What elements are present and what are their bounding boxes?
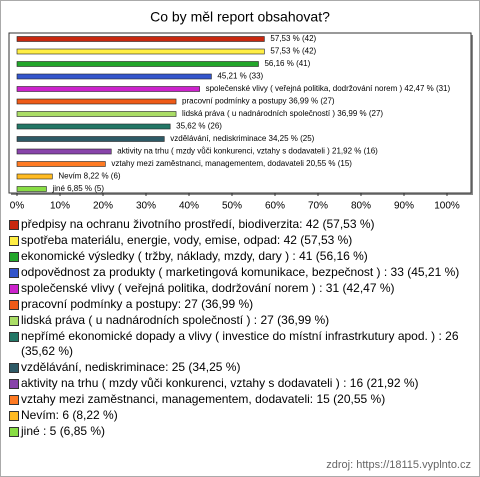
x-tick-label: 0% <box>10 201 25 212</box>
legend-item: odpovědnost za produkty ( marketingová k… <box>9 265 471 280</box>
source: zdroj: https://18115.vyplnto.cz <box>326 459 471 471</box>
legend-swatch <box>9 316 19 326</box>
legend-label: vzdělávání, nediskriminace: 25 (34,25 %) <box>21 360 241 374</box>
legend-item: společenské vlivy ( veřejná politika, do… <box>9 281 471 296</box>
legend-swatch <box>9 411 19 421</box>
legend-swatch <box>9 220 19 230</box>
legend-swatch <box>9 268 19 278</box>
x-tick-label: 20% <box>93 201 113 212</box>
legend-swatch <box>9 284 19 294</box>
value-label: vztahy mezi zaměstnanci, managementem, d… <box>111 159 352 168</box>
bar <box>16 98 177 105</box>
value-label: 57,53 % (42) <box>270 34 316 43</box>
chart-title: Co by měl report obsahovat? <box>150 9 330 25</box>
legend-label: nepřímé ekonomické dopady a vlivy ( inve… <box>21 329 459 358</box>
legend-label: aktivity na trhu ( mzdy vůči konkurenci,… <box>21 376 419 390</box>
legend-swatch <box>9 236 19 246</box>
legend-label: lidská práva ( u nadnárodních společnost… <box>21 313 330 327</box>
legend-item: pracovní podmínky a postupy: 27 (36,99 %… <box>9 297 471 312</box>
value-label: vzdělávání, nediskriminace 34,25 % (25) <box>170 134 314 143</box>
value-label: 57,53 % (42) <box>270 47 316 56</box>
bar <box>16 136 165 142</box>
x-tick-label: 10% <box>50 201 70 212</box>
bar <box>16 61 259 67</box>
legend-swatch <box>9 300 19 310</box>
legend-label: vztahy mezi zaměstnanci, managementem, d… <box>21 392 386 406</box>
x-tick-label: 30% <box>136 201 156 212</box>
legend: předpisy na ochranu životního prostředí,… <box>9 217 471 440</box>
x-tick-label: 40% <box>179 201 199 212</box>
legend-label: společenské vlivy ( veřejná politika, do… <box>21 281 395 295</box>
legend-item: vzdělávání, nediskriminace: 25 (34,25 %) <box>9 360 471 375</box>
legend-swatch <box>9 363 19 373</box>
bar <box>16 111 177 117</box>
legend-label: Nevím: 6 (8,22 %) <box>21 408 118 422</box>
legend-swatch <box>9 395 19 405</box>
legend-label: odpovědnost za produkty ( marketingová k… <box>21 265 460 279</box>
legend-swatch <box>9 252 19 262</box>
bar <box>16 86 200 92</box>
legend-item: jiné : 5 (6,85 %) <box>9 424 471 439</box>
legend-label: jiné : 5 (6,85 %) <box>21 424 106 438</box>
x-tick-label: 100% <box>434 201 460 212</box>
legend-swatch <box>9 332 19 342</box>
value-label: 56,16 % (41) <box>264 59 310 68</box>
legend-swatch <box>9 379 19 389</box>
value-label: 45,21 % (33) <box>217 72 263 81</box>
x-tick-label: 80% <box>351 201 371 212</box>
value-label: pracovní podmínky a postupy 36,99 % (27) <box>182 97 335 106</box>
legend-swatch <box>9 427 19 437</box>
legend-item: Nevím: 6 (8,22 %) <box>9 408 471 423</box>
value-label: jiné 6,85 % (5) <box>51 184 104 193</box>
legend-label: pracovní podmínky a postupy: 27 (36,99 %… <box>21 297 254 311</box>
legend-label: ekonomické výsledky ( tržby, náklady, mz… <box>21 249 368 263</box>
legend-item: předpisy na ochranu životního prostředí,… <box>9 217 471 232</box>
x-tick-label: 50% <box>222 201 242 212</box>
legend-item: spotřeba materiálu, energie, vody, emise… <box>9 233 471 248</box>
bar <box>16 73 212 80</box>
legend-item: ekonomické výsledky ( tržby, náklady, mz… <box>9 249 471 264</box>
bar <box>16 161 106 167</box>
bar <box>16 186 47 192</box>
bar <box>16 123 171 130</box>
bar <box>16 48 265 55</box>
value-label: Nevím 8,22 % (6) <box>58 172 121 181</box>
legend-item: nepřímé ekonomické dopady a vlivy ( inve… <box>9 329 471 359</box>
legend-label: spotřeba materiálu, energie, vody, emise… <box>21 233 353 247</box>
x-tick-label: 90% <box>394 201 414 212</box>
bar <box>16 148 112 155</box>
legend-item: lidská práva ( u nadnárodních společnost… <box>9 313 471 328</box>
bar <box>16 36 265 42</box>
bar <box>16 173 53 180</box>
x-tick-label: 70% <box>308 201 328 212</box>
value-label: lidská práva ( u nadnárodních společnost… <box>182 109 383 118</box>
value-label: aktivity na trhu ( mzdy vůči konkurenci,… <box>117 147 378 156</box>
chart: Co by měl report obsahovat? 0% 10% 20% 30% 4… <box>8 9 473 212</box>
legend-item: vztahy mezi zaměstnanci, managementem, d… <box>9 392 471 407</box>
legend-label: předpisy na ochranu životního prostředí,… <box>21 217 375 231</box>
legend-item: aktivity na trhu ( mzdy vůči konkurenci,… <box>9 376 471 391</box>
value-label: společenské vlivy ( veřejná politika, do… <box>206 84 451 93</box>
value-label: 35,62 % (26) <box>176 122 222 131</box>
x-tick-label: 60% <box>265 201 285 212</box>
